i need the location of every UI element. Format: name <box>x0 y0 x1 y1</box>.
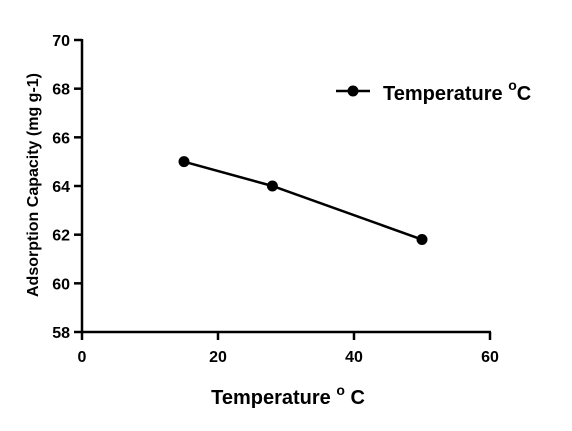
legend-label: Temperature oC <box>383 77 531 105</box>
y-tick-label: 60 <box>52 276 70 293</box>
y-tick-label: 64 <box>52 179 70 196</box>
x-axis-title-tail: C <box>345 387 365 409</box>
x-tick-label: 20 <box>209 349 227 366</box>
x-tick-label: 0 <box>78 349 87 366</box>
data-point <box>416 234 428 246</box>
series-layer <box>178 156 428 246</box>
x-tick-label: 60 <box>481 349 499 366</box>
y-axis-ticks: 58 60 62 64 66 68 70 <box>52 33 82 342</box>
y-tick-label: 68 <box>52 82 70 99</box>
legend-marker <box>347 85 359 97</box>
data-point <box>266 180 278 192</box>
legend-label-tail: C <box>517 83 531 105</box>
legend-label-superscript: o <box>508 77 517 93</box>
y-axis-title: Adsorption Capacity (mg g-1) <box>25 73 42 297</box>
legend-label-text: Temperature <box>383 83 508 105</box>
y-tick-label: 62 <box>52 228 70 245</box>
x-axis-title-text: Temperature <box>211 387 336 409</box>
x-tick-label: 40 <box>345 349 363 366</box>
y-tick-label: 58 <box>52 325 70 342</box>
x-axis-title-superscript: o <box>336 382 345 398</box>
legend: Temperature oC <box>336 77 531 105</box>
series-line <box>183 160 423 241</box>
x-axis-title: Temperature o C <box>211 382 365 409</box>
x-axis-ticks: 0 20 40 60 <box>78 332 499 366</box>
y-tick-label: 66 <box>52 130 70 147</box>
y-tick-label: 70 <box>52 33 70 50</box>
data-point <box>178 156 190 168</box>
